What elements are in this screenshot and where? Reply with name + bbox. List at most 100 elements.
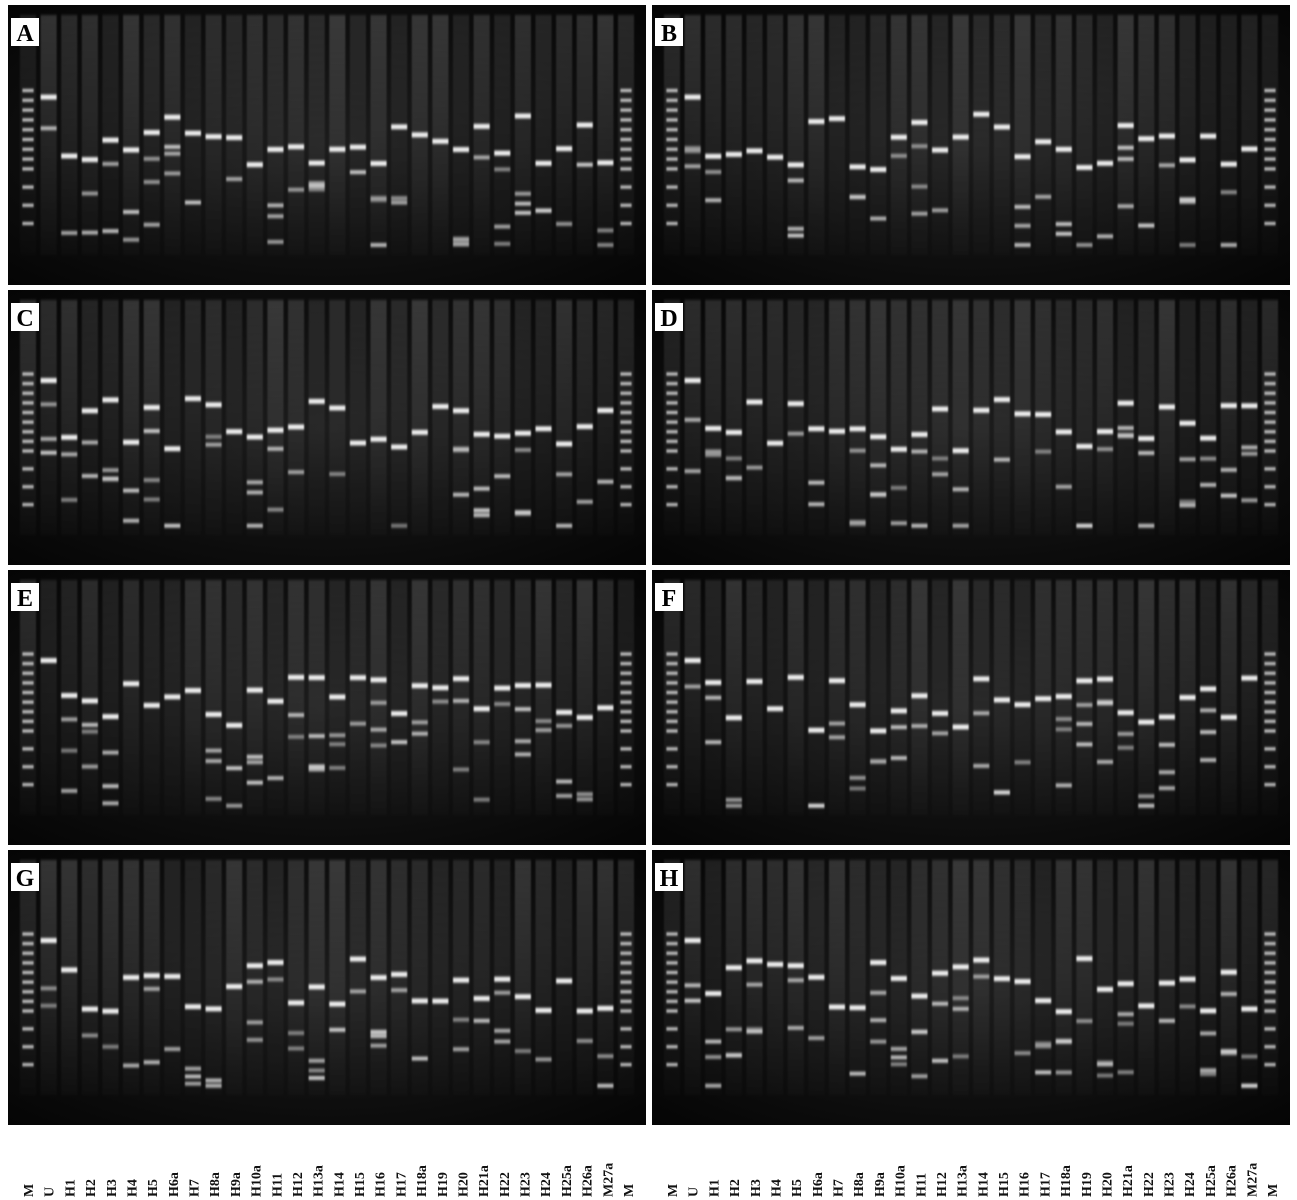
lane [452,15,470,255]
band [246,963,263,969]
ladder-band [22,503,34,507]
ladder-band [620,108,632,112]
band [725,1052,742,1057]
band [102,714,119,720]
lane-smear [911,15,928,255]
band [102,750,119,755]
lane-smear [473,860,490,1095]
band [705,452,722,457]
lane [1117,15,1134,255]
band [1200,1068,1217,1073]
ladder-band [22,185,34,189]
lane [808,15,825,255]
ladder-band [666,671,678,675]
band [870,990,887,995]
band [973,676,990,682]
lane-smear [1261,580,1279,815]
band [1096,986,1114,992]
lane [246,580,263,815]
band [1035,998,1052,1004]
lane-label: H9a [873,1172,888,1197]
lane-smear [61,300,78,535]
ladder-band [620,783,632,787]
band [787,162,804,168]
lane [494,860,511,1095]
band [1158,980,1175,986]
ladder-band [1264,430,1276,434]
band [684,983,701,988]
panel-label-box [11,18,39,46]
band [452,767,470,772]
band [308,984,325,990]
band [932,406,949,412]
ladder-band [620,401,632,405]
band [391,740,408,745]
band [411,720,428,725]
lane-smear [932,860,949,1095]
lane-label: H22 [1142,1172,1157,1197]
band [226,803,243,808]
lane [81,580,98,815]
band [684,417,701,422]
band [308,767,325,772]
band [267,239,284,244]
lane [123,860,140,1095]
gel-panel: G [8,850,646,1125]
band [932,731,949,736]
band [246,979,263,984]
lane [514,300,531,535]
lane [1035,860,1052,1095]
lane-smear [1179,15,1196,255]
band [1220,969,1237,975]
ladder-band [620,691,632,694]
lane-label: H6a [811,1172,826,1197]
lane [1076,300,1093,535]
band [267,977,284,982]
band [452,147,470,153]
lane-smear [1241,580,1258,815]
band [1117,157,1134,162]
band [370,743,387,748]
ladder-band [1264,167,1276,171]
lane-label: H26a [581,1165,596,1197]
band [1138,719,1155,725]
ladder-band [1264,951,1276,955]
lane [973,860,990,1095]
band [1241,445,1258,450]
band [349,989,366,994]
band [973,763,990,768]
lane-smear [556,860,573,1095]
band [473,706,490,712]
band [808,727,825,733]
band [705,169,722,174]
lane [1076,580,1093,815]
lane-smear [246,300,263,535]
lane [473,15,490,255]
band [61,497,78,502]
band [1200,482,1217,487]
lane [164,580,181,815]
lane [473,860,490,1095]
ladder-band [22,932,34,936]
lane-label: H20 [1100,1172,1115,1197]
band [767,440,784,446]
band [1096,160,1114,166]
ladder-band [620,420,632,424]
band [1035,411,1052,417]
band [932,472,949,477]
band [684,469,701,474]
band [911,1074,928,1079]
lane-smear [767,860,784,1095]
band [890,1055,907,1060]
band [932,208,949,213]
band [246,434,263,440]
lane-smear [329,860,346,1095]
band [787,226,804,231]
lane [473,300,490,535]
ladder-band [620,942,632,946]
band [1220,161,1237,167]
lane-smear [432,300,449,535]
lane [1055,15,1072,255]
lane-smear [993,300,1010,535]
lane-smear [684,300,701,535]
